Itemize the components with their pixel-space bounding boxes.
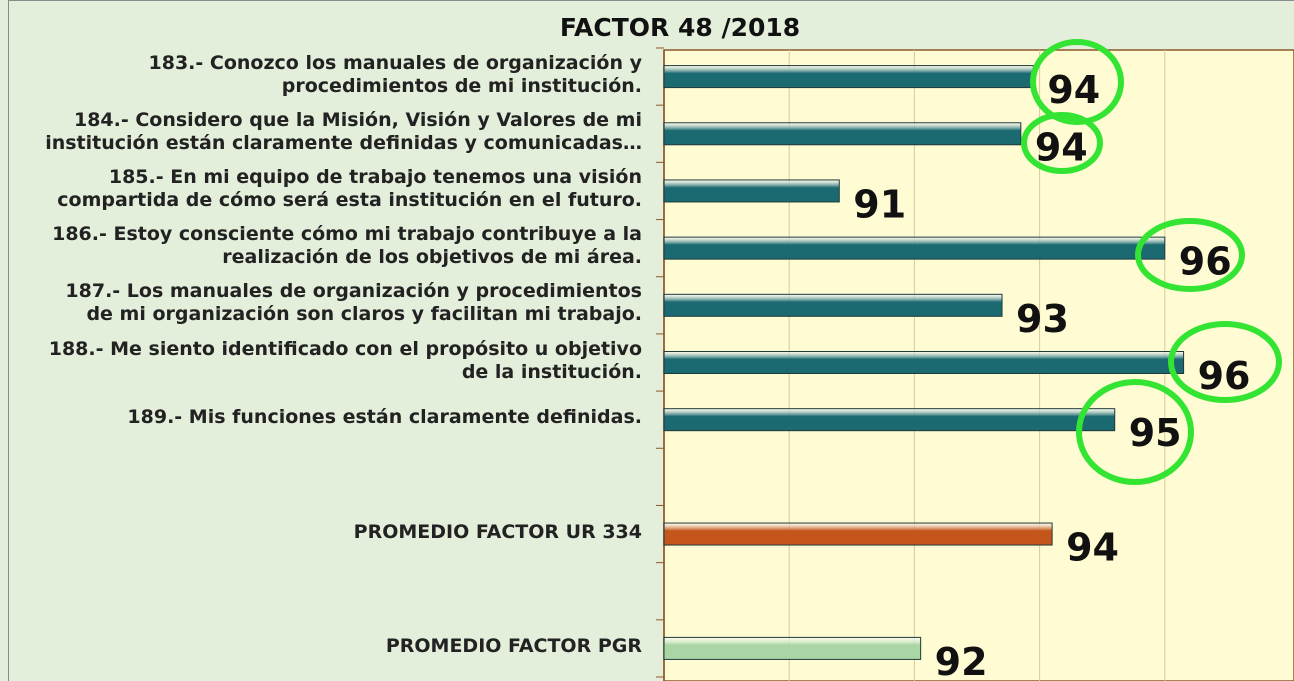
highlight-circle [1021,112,1103,174]
category-label: 185.- En mi equipo de trabajo tenemos un… [57,165,642,211]
category-label: 186.- Estoy consciente cómo mi trabajo c… [52,223,642,269]
bar [663,636,922,660]
highlight-circle [1076,379,1194,485]
category-label: 189.- Mis funciones están claramente def… [127,406,642,429]
category-label: PROMEDIO FACTOR UR 334 [353,520,642,543]
bar [663,408,1116,432]
highlight-circle [1168,321,1282,403]
value-label: 91 [853,182,906,226]
category-label: 183.- Conozco los manuales de organizaci… [148,51,642,97]
value-label: 94 [1047,68,1100,112]
value-label: 94 [1035,125,1088,169]
value-label: 96 [1198,354,1251,398]
category-label: 184.- Considero que la Misión, Visión y … [45,108,642,154]
highlight-circle [1030,39,1124,125]
slide-frame [8,0,1294,681]
bar [663,236,1166,260]
bar [663,179,840,203]
category-label: 187.- Los manuales de organización y pro… [65,280,642,326]
chart-title: FACTOR 48 /2018 [560,13,800,42]
category-label: 188.- Me siento identificado con el prop… [48,337,642,383]
value-label: 94 [1066,526,1119,570]
value-label: 93 [1016,297,1069,341]
bar [663,351,1185,374]
category-label: PROMEDIO FACTOR PGR [385,634,642,657]
bar [663,122,1022,146]
bar [663,293,1003,317]
value-label: 95 [1129,411,1182,455]
value-label: 92 [935,640,988,681]
bar [663,522,1053,546]
highlight-circle [1135,218,1245,292]
bar [663,65,1034,89]
value-label: 96 [1179,240,1232,284]
